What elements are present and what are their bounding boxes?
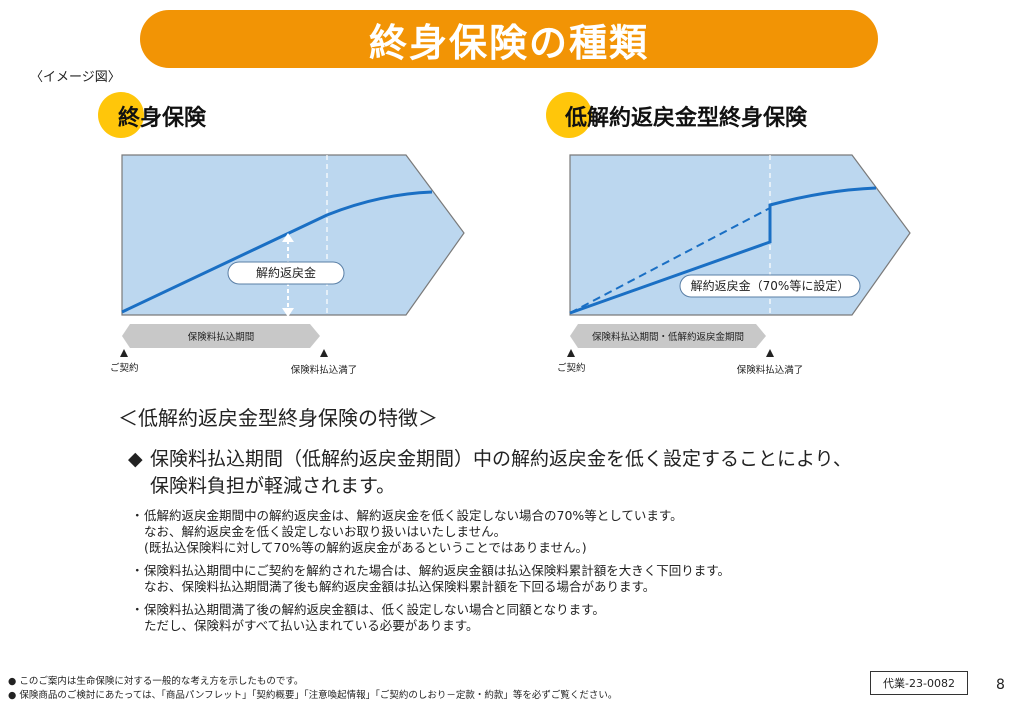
note-3-line-2: ただし、保険料がすべて払い込まれている必要があります。 [144, 618, 479, 633]
features-main-line1: 保険料払込期間（低解約返戻金期間）中の解約返戻金を低く設定することにより、 [150, 448, 852, 470]
page-title-banner: 終身保険の種類 [140, 10, 878, 68]
right-end-marker [766, 349, 774, 357]
left-start-marker [120, 349, 128, 357]
right-start-marker [567, 349, 575, 357]
footer-line-1: このご案内は生命保険に対する一般的な考え方を示したものです。 [19, 676, 304, 687]
right-value-label-box [679, 274, 861, 298]
left-period-arrow [122, 324, 320, 348]
note-1-line-1: 低解約返戻金期間中の解約返戻金は、解約返戻金を低く設定しない場合の70%等として… [144, 508, 683, 523]
features-note-3: ・ 保険料払込期間満了後の解約返戻金額は、低く設定しない場合と同額となります。 … [131, 602, 851, 634]
note-bullet-icon: ・ [131, 563, 144, 578]
left-start-label: ご契約 [110, 362, 139, 374]
left-value-arrow-down [282, 308, 294, 317]
image-note: 〈イメージ図〉 [30, 70, 121, 85]
note-1-line-3: (既払込保険料に対して70%等の解約返戻金があるということではありません。) [144, 540, 587, 555]
document-code: 代業-23-0082 [870, 671, 968, 695]
note-2-line-1: 保険料払込期間中にご契約を解約された場合は、解約返戻金額は払込保険料累計額を大き… [144, 563, 731, 578]
features-note-2: ・ 保険料払込期間中にご契約を解約された場合は、解約返戻金額は払込保険料累計額を… [131, 563, 851, 595]
note-bullet-icon: ・ [131, 602, 144, 617]
footer-note-2: ● 保険商品のご検討にあたっては、「商品パンフレット」「契約概要」「注意喚起情報… [8, 687, 617, 701]
right-diagram: 解約返戻金（70%等に設定） 保険料払込期間・低解約返戻金期間 ご契約 保険料払… [557, 154, 911, 376]
note-bullet-icon: ・ [131, 508, 144, 523]
footer-bullet-icon: ● [8, 676, 17, 687]
left-section-title: 終身保険 [118, 106, 207, 131]
note-1-line-2: なお、解約返戻金を低く設定しないお取り扱いはいたしません。 [144, 524, 507, 539]
right-value-label: 解約返戻金（70%等に設定） [691, 278, 850, 293]
footer-bullet-icon: ● [8, 690, 17, 701]
left-end-label: 保険料払込満了 [291, 364, 358, 376]
right-title-circle [546, 92, 592, 138]
right-end-label: 保険料払込満了 [737, 364, 804, 376]
left-title-circle [98, 92, 144, 138]
left-value-label-box [227, 261, 345, 285]
features-note-1: ・ 低解約返戻金期間中の解約返戻金は、解約返戻金を低く設定しない場合の70%等と… [131, 508, 851, 556]
right-section-title: 低解約返戻金型終身保険 [565, 106, 808, 131]
right-standard-dashed-curve [569, 207, 771, 314]
right-period-label: 保険料払込期間・低解約返戻金期間 [592, 331, 744, 343]
features-heading: ＜低解約返戻金型終身保険の特徴＞ [118, 406, 438, 430]
left-period-label: 保険料払込期間 [188, 331, 255, 343]
diamond-bullet-icon: ◆ [128, 448, 143, 470]
note-3-line-1: 保険料払込期間満了後の解約返戻金額は、低く設定しない場合と同額となります。 [144, 602, 605, 617]
left-value-label: 解約返戻金 [256, 265, 316, 280]
page-title: 終身保険の種類 [368, 20, 649, 65]
left-surrender-curve [121, 190, 433, 314]
footer-line-2: 保険商品のご検討にあたっては、「商品パンフレット」「契約概要」「注意喚起情報」「… [19, 690, 618, 701]
left-value-arrow-up [282, 233, 294, 242]
right-start-label: ご契約 [557, 362, 586, 374]
footer-note-1: ● このご案内は生命保険に対する一般的な考え方を示したものです。 [8, 673, 303, 687]
left-diagram: 解約返戻金 保険料払込期間 ご契約 保険料払込満了 [110, 154, 465, 376]
right-period-arrow [570, 324, 766, 348]
page-number: 8 [996, 677, 1005, 693]
note-2-line-2: なお、保険料払込期間満了後も解約返戻金額は払込保険料累計額を下回る場合があります… [144, 579, 656, 594]
right-surrender-curve [569, 186, 877, 315]
left-diagram-area [121, 154, 465, 316]
features-main-bullet: ◆ 保険料払込期間（低解約返戻金期間）中の解約返戻金を低く設定することにより、 … [128, 446, 932, 500]
features-main-line2: 保険料負担が軽減されます。 [150, 475, 396, 497]
left-end-marker [320, 349, 328, 357]
